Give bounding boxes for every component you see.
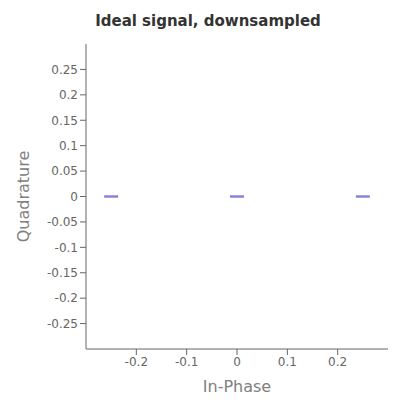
svg-text:Quadrature: Quadrature: [14, 151, 33, 243]
svg-text:0: 0: [70, 190, 78, 204]
svg-text:0.2: 0.2: [328, 355, 347, 369]
svg-text:0.1: 0.1: [59, 139, 78, 153]
svg-text:0.25: 0.25: [51, 63, 78, 77]
svg-text:0.1: 0.1: [278, 355, 297, 369]
svg-text:-0.05: -0.05: [47, 215, 78, 229]
svg-text:-0.1: -0.1: [55, 241, 78, 255]
html-text:Ideal signal, downsampled: Ideal signal, downsampled: [95, 12, 321, 30]
svg-text:0.15: 0.15: [51, 114, 78, 128]
svg-text:-0.15: -0.15: [47, 266, 78, 280]
svg-text:0.05: 0.05: [51, 164, 78, 178]
svg-text:-0.1: -0.1: [175, 355, 198, 369]
svg-text:-0.2: -0.2: [55, 291, 78, 305]
svg-text:In-Phase: In-Phase: [203, 377, 271, 396]
svg-text:0: 0: [233, 355, 241, 369]
svg-text:0.2: 0.2: [59, 88, 78, 102]
svg-text:-0.2: -0.2: [125, 355, 148, 369]
svg-text:-0.25: -0.25: [47, 317, 78, 331]
